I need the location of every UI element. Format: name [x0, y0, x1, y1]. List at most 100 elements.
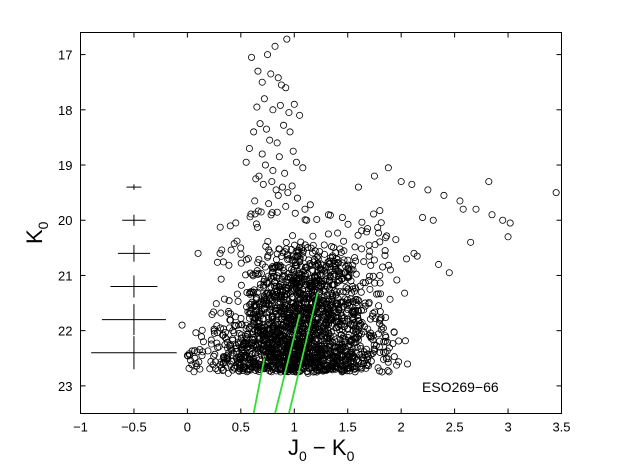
- data-point: [365, 252, 373, 260]
- data-point: [274, 191, 282, 199]
- data-point: [274, 320, 282, 328]
- data-point: [213, 258, 221, 266]
- data-point: [251, 197, 259, 205]
- data-point: [225, 297, 233, 305]
- data-point: [301, 295, 309, 303]
- x-tick-label: −1: [73, 420, 88, 435]
- data-point: [346, 352, 354, 360]
- y-tick-label: 20: [58, 213, 72, 228]
- data-point: [294, 364, 302, 372]
- data-point: [325, 315, 333, 323]
- data-point: [376, 315, 384, 323]
- data-point: [343, 317, 351, 325]
- data-point: [251, 210, 259, 218]
- data-point: [336, 268, 344, 276]
- y-tick-label: 17: [58, 48, 72, 63]
- data-point: [210, 329, 218, 337]
- data-point: [244, 255, 252, 263]
- data-point: [280, 267, 288, 275]
- data-point: [284, 189, 292, 197]
- data-point: [307, 352, 315, 360]
- data-point: [252, 220, 260, 228]
- data-point: [306, 260, 314, 268]
- data-point: [256, 312, 264, 320]
- data-point: [324, 211, 332, 219]
- data-point: [213, 322, 221, 330]
- data-point: [273, 208, 281, 216]
- data-point: [384, 355, 392, 363]
- data-point: [282, 238, 290, 246]
- data-point: [227, 246, 235, 254]
- data-point: [310, 294, 318, 302]
- data-point: [376, 367, 384, 375]
- data-point: [329, 253, 337, 261]
- data-point: [392, 236, 400, 244]
- data-point: [329, 354, 337, 362]
- data-point: [257, 208, 265, 216]
- data-point: [335, 277, 343, 285]
- data-point: [344, 256, 352, 264]
- data-point: [249, 320, 257, 328]
- data-point: [354, 326, 362, 334]
- data-point: [375, 229, 383, 237]
- data-point: [332, 363, 340, 371]
- data-point: [326, 272, 334, 280]
- data-point: [257, 328, 265, 336]
- data-point: [329, 291, 337, 299]
- data-point: [313, 215, 321, 223]
- data-point: [273, 139, 281, 147]
- data-point: [419, 213, 427, 221]
- data-point: [376, 308, 384, 316]
- data-point: [344, 285, 352, 293]
- data-point: [292, 262, 300, 270]
- data-point: [313, 316, 321, 324]
- data-point: [204, 347, 212, 355]
- data-point: [253, 343, 261, 351]
- data-point: [358, 330, 366, 338]
- data-point: [292, 275, 300, 283]
- data-point: [242, 271, 250, 279]
- data-point: [265, 200, 273, 208]
- data-point: [273, 256, 281, 264]
- data-point: [251, 358, 259, 366]
- data-point: [395, 358, 403, 366]
- data-point: [279, 349, 287, 357]
- data-point: [240, 365, 248, 373]
- data-point: [371, 315, 379, 323]
- data-point: [212, 300, 220, 308]
- data-point: [382, 333, 390, 341]
- data-point: [247, 288, 255, 296]
- data-point: [243, 288, 251, 296]
- data-point: [365, 241, 373, 249]
- data-point: [266, 136, 274, 144]
- data-point: [275, 358, 283, 366]
- data-point: [352, 284, 360, 292]
- data-point: [330, 342, 338, 350]
- data-point: [354, 316, 362, 324]
- data-point: [212, 365, 220, 373]
- data-point: [369, 336, 377, 344]
- data-point: [485, 178, 493, 186]
- data-point: [373, 290, 381, 298]
- data-point: [324, 230, 332, 238]
- data-point: [350, 319, 358, 327]
- data-point: [257, 326, 265, 334]
- data-point: [262, 336, 270, 344]
- data-point: [367, 261, 375, 269]
- data-point: [304, 369, 312, 377]
- data-point: [192, 329, 200, 337]
- data-point: [311, 330, 319, 338]
- data-point: [330, 287, 338, 295]
- data-point: [344, 315, 352, 323]
- data-point: [339, 333, 347, 341]
- data-point: [349, 326, 357, 334]
- data-point: [281, 169, 289, 177]
- data-point: [242, 158, 250, 166]
- data-point: [312, 283, 320, 291]
- data-point: [354, 183, 362, 191]
- data-point: [273, 293, 281, 301]
- data-point: [272, 263, 280, 271]
- data-point: [220, 356, 228, 364]
- data-point: [395, 337, 403, 345]
- data-point: [261, 161, 269, 169]
